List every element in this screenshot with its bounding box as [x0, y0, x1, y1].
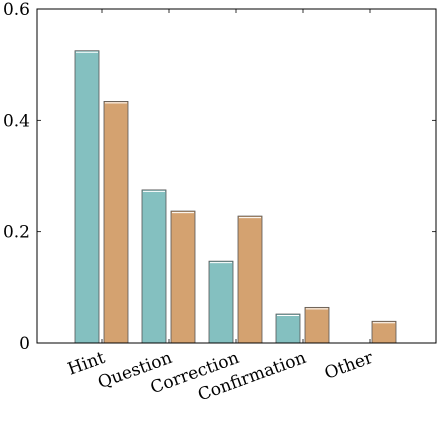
labels-group: 00.20.40.6HintQuestionCorrectionConfirma… [3, 0, 377, 405]
bar-confirmation-series-1 [275, 313, 301, 344]
bar-hint-series-2 [103, 101, 129, 344]
bar-question-series-1 [141, 189, 167, 344]
ticks-group [37, 8, 436, 344]
y-tick-label: 0.4 [3, 111, 30, 131]
x-category-label: Other [322, 348, 377, 384]
bars-group [74, 50, 397, 344]
y-tick-label: 0 [19, 334, 30, 354]
y-tick-label: 0.2 [3, 223, 30, 243]
bar-correction-series-1 [208, 260, 234, 344]
bar-confirmation-series-2 [304, 306, 330, 344]
bar-question-series-2 [170, 210, 196, 344]
bar-correction-series-2 [237, 215, 263, 344]
bar-hint-series-1 [74, 50, 100, 344]
bar-other-series-2 [371, 320, 397, 344]
plot-frame [36, 8, 437, 344]
y-tick-label: 0.6 [3, 0, 30, 20]
